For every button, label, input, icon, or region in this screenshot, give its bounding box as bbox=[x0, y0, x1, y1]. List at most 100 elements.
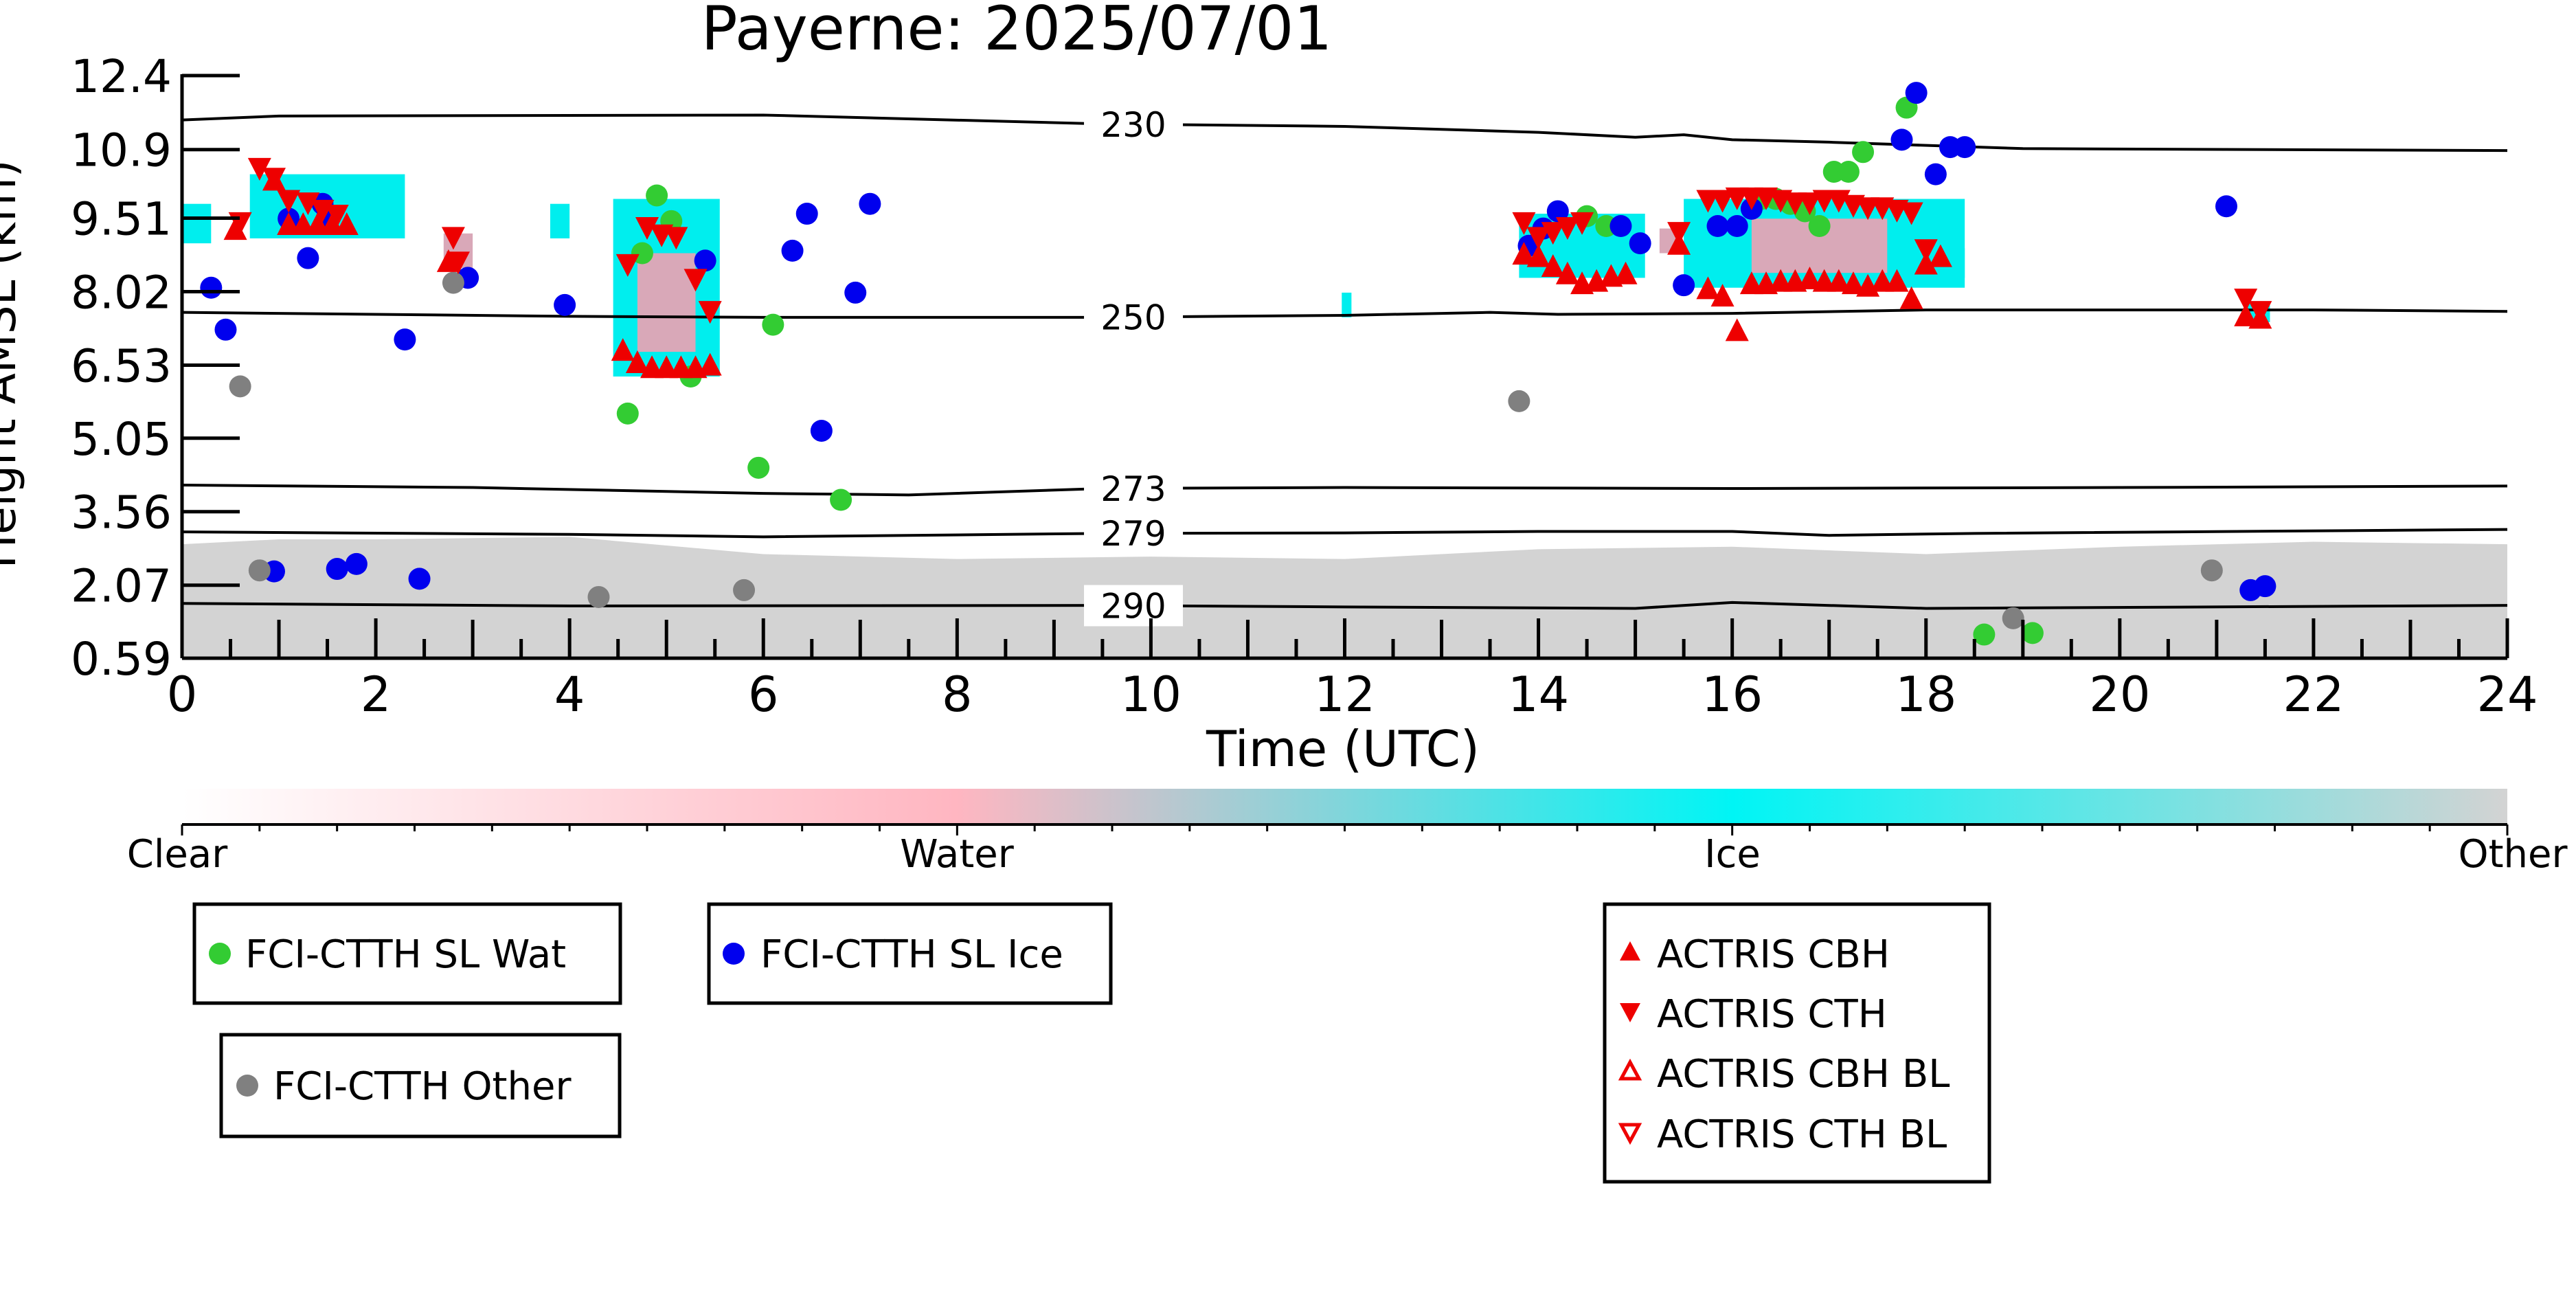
actris-cth-point bbox=[615, 254, 640, 277]
fci-ctth-sl-ice-point bbox=[1673, 274, 1695, 297]
fci-ctth-sl-wat-point bbox=[1808, 215, 1831, 238]
fci-ctth-sl-ice-point bbox=[2215, 195, 2237, 218]
y-tick-label: 12.4 bbox=[71, 50, 172, 103]
actris-cth-point bbox=[1798, 192, 1822, 216]
cloud-region bbox=[550, 203, 570, 238]
fci-ctth-sl-ice-point bbox=[326, 558, 348, 581]
actris-cth-point bbox=[1541, 222, 1565, 245]
actris-cth-point bbox=[2234, 289, 2258, 312]
marker-layer bbox=[200, 82, 2276, 646]
y-tick-label: 5.05 bbox=[71, 413, 172, 466]
x-tick-label: 24 bbox=[2476, 666, 2538, 723]
legend-marker-sl-wat bbox=[209, 943, 231, 965]
legend-label-cth: ACTRIS CTH bbox=[1657, 992, 1887, 1037]
actris-cbh-point bbox=[1914, 251, 1938, 275]
fci-ctth-sl-ice-point bbox=[795, 203, 818, 225]
fci-ctth-sl-wat-point bbox=[747, 456, 770, 479]
actris-cth-point bbox=[441, 227, 465, 250]
y-tick-label: 3.56 bbox=[71, 486, 172, 539]
isotherm-label-bg bbox=[1084, 513, 1184, 554]
actris-cbh-point bbox=[1541, 254, 1565, 278]
y-tick-label: 2.07 bbox=[71, 560, 172, 613]
fci-ctth-sl-ice-point bbox=[345, 552, 368, 575]
legend-marker-cbh bbox=[1620, 941, 1640, 961]
fci-ctth-sl-ice-point bbox=[408, 568, 431, 590]
colorbar-label-ice: Ice bbox=[1704, 832, 1761, 877]
isotherm-label-250: 250 bbox=[1100, 298, 1166, 337]
fci-ctth-sl-ice-point bbox=[554, 293, 576, 316]
fci-ctth-sl-wat-point bbox=[762, 313, 784, 336]
x-tick-label: 22 bbox=[2283, 666, 2344, 723]
legend-marker-cbh-bl bbox=[1618, 1058, 1642, 1081]
fci-ctth-sl-ice-point bbox=[1629, 232, 1651, 255]
legend-marker-sl-ice bbox=[723, 943, 745, 965]
x-tick-label: 10 bbox=[1120, 666, 1182, 723]
fci-ctth-sl-ice-point bbox=[694, 249, 716, 272]
actris-cbh-point bbox=[1885, 269, 1909, 292]
x-tick-label: 0 bbox=[167, 666, 198, 723]
fci-ctth-sl-wat-point bbox=[1837, 161, 1860, 183]
actris-cbh-point bbox=[1614, 261, 1638, 284]
legend-label-sl-wat: FCI-CTTH SL Wat bbox=[245, 932, 566, 977]
fci-ctth-sl-ice-point bbox=[859, 192, 881, 215]
fci-ctth-other-point bbox=[229, 375, 251, 398]
fci-ctth-sl-ice-point bbox=[1706, 215, 1729, 238]
fci-ctth-sl-ice-point bbox=[1546, 200, 1569, 223]
x-tick-label: 20 bbox=[2089, 666, 2150, 723]
fci-ctth-sl-wat-point bbox=[646, 184, 668, 207]
isotherm-label-290: 290 bbox=[1100, 586, 1166, 626]
cloud-region bbox=[637, 253, 696, 352]
fci-ctth-sl-ice-point bbox=[1954, 136, 1976, 159]
fci-ctth-sl-ice-point bbox=[1726, 215, 1748, 238]
fci-ctth-other-point bbox=[248, 559, 271, 582]
actris-cth-point bbox=[664, 227, 688, 250]
x-tick-label: 2 bbox=[361, 666, 392, 723]
fci-ctth-other-point bbox=[733, 579, 756, 601]
fci-ctth-other-point bbox=[442, 271, 464, 294]
actris-cbh-point bbox=[1827, 269, 1851, 292]
actris-cbh-point bbox=[1928, 244, 1952, 267]
actris-cth-point bbox=[1555, 217, 1579, 240]
legend-marker-other bbox=[236, 1075, 258, 1097]
isotherm-label-279: 279 bbox=[1100, 514, 1166, 554]
actris-cbh-point bbox=[1710, 284, 1735, 307]
isotherm-label-bg bbox=[1084, 296, 1184, 338]
fci-ctth-sl-wat-point bbox=[616, 402, 639, 425]
actris-cth-point bbox=[1899, 202, 1923, 225]
actris-cth-point bbox=[262, 168, 286, 191]
y-tick-label: 8.02 bbox=[71, 266, 172, 319]
actris-cbh-point bbox=[1798, 266, 1822, 289]
fci-ctth-sl-ice-point bbox=[844, 281, 867, 304]
legend-label-cth-bl: ACTRIS CTH BL bbox=[1657, 1112, 1947, 1157]
actris-cbh-point bbox=[1696, 276, 1720, 300]
isotherm-290 bbox=[181, 600, 2508, 610]
y-tick-label: 9.51 bbox=[71, 193, 172, 246]
colorbar: Clear Water Ice Other bbox=[127, 789, 2568, 877]
cloud-region bbox=[356, 194, 386, 229]
actris-cth-point bbox=[683, 269, 708, 292]
legend-label-other: FCI-CTTH Other bbox=[273, 1064, 572, 1109]
y-tick-label: 0.59 bbox=[71, 633, 172, 686]
legend-marker-cth-bl bbox=[1618, 1123, 1642, 1145]
cloud-region bbox=[1342, 292, 1352, 317]
actris-cbh-point bbox=[2234, 303, 2258, 326]
actris-cbh-point bbox=[1512, 242, 1536, 265]
axes: 12.410.99.518.026.535.053.562.070.590 2 4 6… bbox=[71, 50, 2538, 723]
actris-cbh-point bbox=[335, 212, 359, 236]
actris-cth-point bbox=[1710, 190, 1735, 213]
x-tick-label: 8 bbox=[942, 666, 973, 723]
actris-cth-point bbox=[1667, 222, 1691, 245]
x-tick-label: 4 bbox=[554, 666, 585, 723]
cloud-mask-layer bbox=[182, 174, 2507, 658]
fci-ctth-sl-wat-point bbox=[1852, 141, 1875, 164]
fci-ctth-other-point bbox=[587, 585, 610, 608]
isotherm-279 bbox=[181, 528, 2508, 539]
fci-ctth-sl-ice-point bbox=[1924, 163, 1947, 186]
isotherm-label-bg bbox=[1084, 103, 1184, 145]
fci-ctth-sl-ice-point bbox=[1890, 128, 1913, 151]
fci-ctth-sl-ice-point bbox=[394, 328, 416, 351]
actris-cth-point bbox=[1570, 212, 1594, 235]
fci-ctth-other-point bbox=[2200, 559, 2223, 582]
actris-cbh-point bbox=[1725, 318, 1749, 341]
fci-ctth-sl-ice-point bbox=[200, 276, 223, 299]
